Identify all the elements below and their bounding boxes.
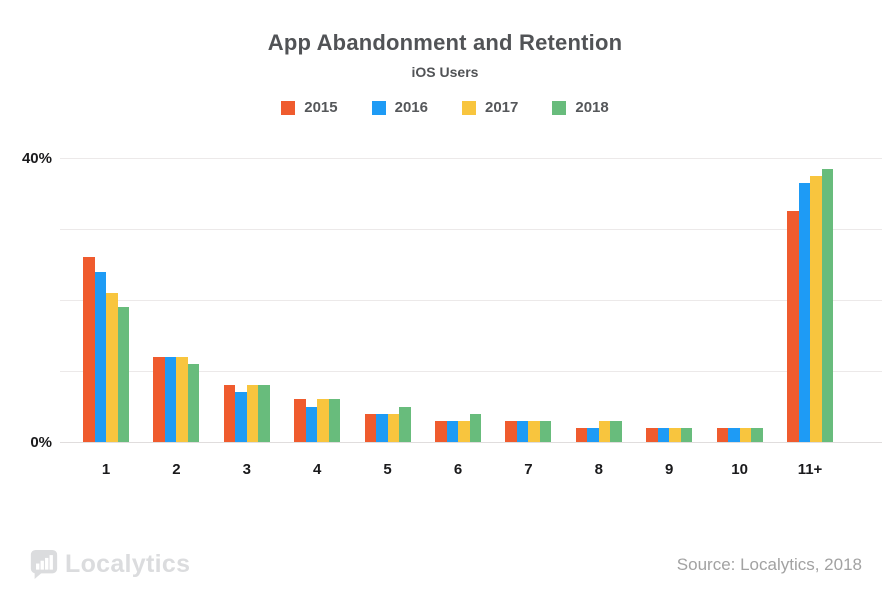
- bar-2018-session-9: [680, 427, 693, 442]
- bar-2017-session-10: [739, 427, 752, 442]
- bar-2016-session-3: [235, 392, 247, 442]
- bar-2018-session-7: [539, 420, 552, 442]
- bar-2015-session-1: [83, 257, 95, 442]
- bar-2018-session-4: [328, 399, 341, 442]
- bar-2016-session-6: [446, 420, 458, 442]
- legend-item-2017: 2017: [462, 99, 518, 116]
- bar-2017-session-9: [669, 427, 681, 442]
- legend-label: 2017: [485, 99, 519, 116]
- x-axis-tick-7: 7: [524, 461, 533, 478]
- chart-subtitle: iOS Users: [411, 64, 479, 80]
- bar-2015-session-2: [153, 356, 165, 442]
- gridline-40: [60, 158, 882, 159]
- bar-2017-session-6: [458, 420, 470, 442]
- bar-2015-session-11+: [787, 211, 799, 442]
- bar-2016-session-11+: [798, 182, 810, 442]
- bar-2016-session-5: [376, 413, 388, 442]
- bar-2016-session-10: [728, 427, 740, 442]
- bar-2016-session-8: [587, 427, 599, 442]
- bar-2017-session-7: [528, 420, 540, 442]
- legend-item-2015: 2015: [281, 99, 338, 116]
- legend-item-2016: 2016: [371, 99, 428, 116]
- bar-2016-session-4: [305, 406, 318, 442]
- bar-2017-session-2: [176, 356, 188, 442]
- legend-swatch-icon: [552, 100, 567, 115]
- gridline-0: [60, 442, 882, 443]
- bar-group-7: [505, 420, 552, 442]
- bar-2018-session-5: [399, 406, 411, 442]
- bar-2017-session-11+: [810, 175, 822, 442]
- bar-2017-session-5: [387, 413, 400, 442]
- chart-title: App Abandonment and Retention: [267, 30, 623, 55]
- bar-2015-session-3: [223, 385, 236, 442]
- bar-2015-session-6: [435, 420, 447, 442]
- bar-2015-session-8: [575, 427, 588, 442]
- y-axis-tick-40: 40%: [21, 150, 52, 167]
- x-axis-tick-6: 6: [453, 461, 463, 478]
- legend-label: 2015: [304, 99, 338, 116]
- bar-group-11+: [787, 168, 833, 442]
- x-axis-tick-1: 1: [101, 461, 111, 478]
- bar-2018-session-10: [751, 427, 763, 442]
- bar-group-4: [294, 399, 341, 442]
- bar-group-10: [716, 427, 763, 442]
- bar-2016-session-9: [657, 427, 670, 442]
- bar-2015-session-10: [716, 427, 729, 442]
- bar-2017-session-8: [598, 420, 611, 442]
- legend-swatch-icon: [371, 100, 386, 115]
- bar-2018-session-6: [469, 413, 481, 442]
- bar-group-2: [153, 356, 200, 442]
- bar-2016-session-1: [94, 271, 106, 442]
- bar-group-1: [83, 257, 129, 442]
- source-text: Source: Localytics, 2018: [676, 555, 862, 574]
- legend-swatch-icon: [281, 100, 296, 115]
- gridline-30: [60, 229, 882, 230]
- legend-label: 2018: [575, 99, 609, 116]
- bar-group-3: [223, 385, 270, 442]
- bar-2016-session-7: [516, 420, 529, 442]
- bar-2015-session-5: [364, 413, 377, 442]
- bar-2017-session-3: [246, 385, 259, 442]
- x-axis-tick-8: 8: [594, 461, 603, 478]
- gridline-10: [60, 371, 882, 372]
- bar-2017-session-4: [317, 399, 329, 442]
- bar-2017-session-1: [106, 292, 118, 442]
- bar-group-6: [435, 413, 481, 442]
- plot-area: [60, 158, 882, 443]
- x-axis-tick-4: 4: [313, 461, 322, 478]
- bar-group-8: [575, 420, 622, 442]
- x-axis-tick-2: 2: [172, 461, 181, 478]
- gridline-20: [60, 300, 882, 301]
- bar-2015-session-4: [294, 399, 306, 442]
- bar-2018-session-3: [258, 385, 270, 442]
- bar-group-5: [364, 406, 411, 442]
- x-axis-tick-10: 10: [731, 461, 748, 478]
- bar-2018-session-1: [117, 307, 129, 442]
- localytics-logo: Localytics: [29, 548, 190, 580]
- bar-2015-session-9: [646, 427, 658, 442]
- bar-2018-session-2: [187, 363, 200, 442]
- legend: 2015 2016 2017 2018: [0, 99, 890, 116]
- bar-2015-session-7: [505, 420, 517, 442]
- legend-item-2018: 2018: [552, 99, 609, 116]
- bar-2018-session-8: [610, 420, 622, 442]
- x-axis-tick-11+: 11+: [797, 461, 823, 478]
- bar-group-9: [646, 427, 693, 442]
- x-axis-tick-9: 9: [665, 461, 674, 478]
- bar-chart-bubble-icon: [30, 549, 58, 579]
- y-axis-tick-0: 0%: [30, 434, 52, 451]
- bar-2018-session-11+: [821, 168, 833, 442]
- legend-swatch-icon: [462, 100, 476, 115]
- localytics-wordmark: Localytics: [65, 549, 191, 578]
- bar-2016-session-2: [164, 356, 177, 442]
- x-axis-tick-5: 5: [383, 461, 392, 478]
- legend-label: 2016: [394, 99, 428, 116]
- x-axis-tick-3: 3: [242, 461, 251, 478]
